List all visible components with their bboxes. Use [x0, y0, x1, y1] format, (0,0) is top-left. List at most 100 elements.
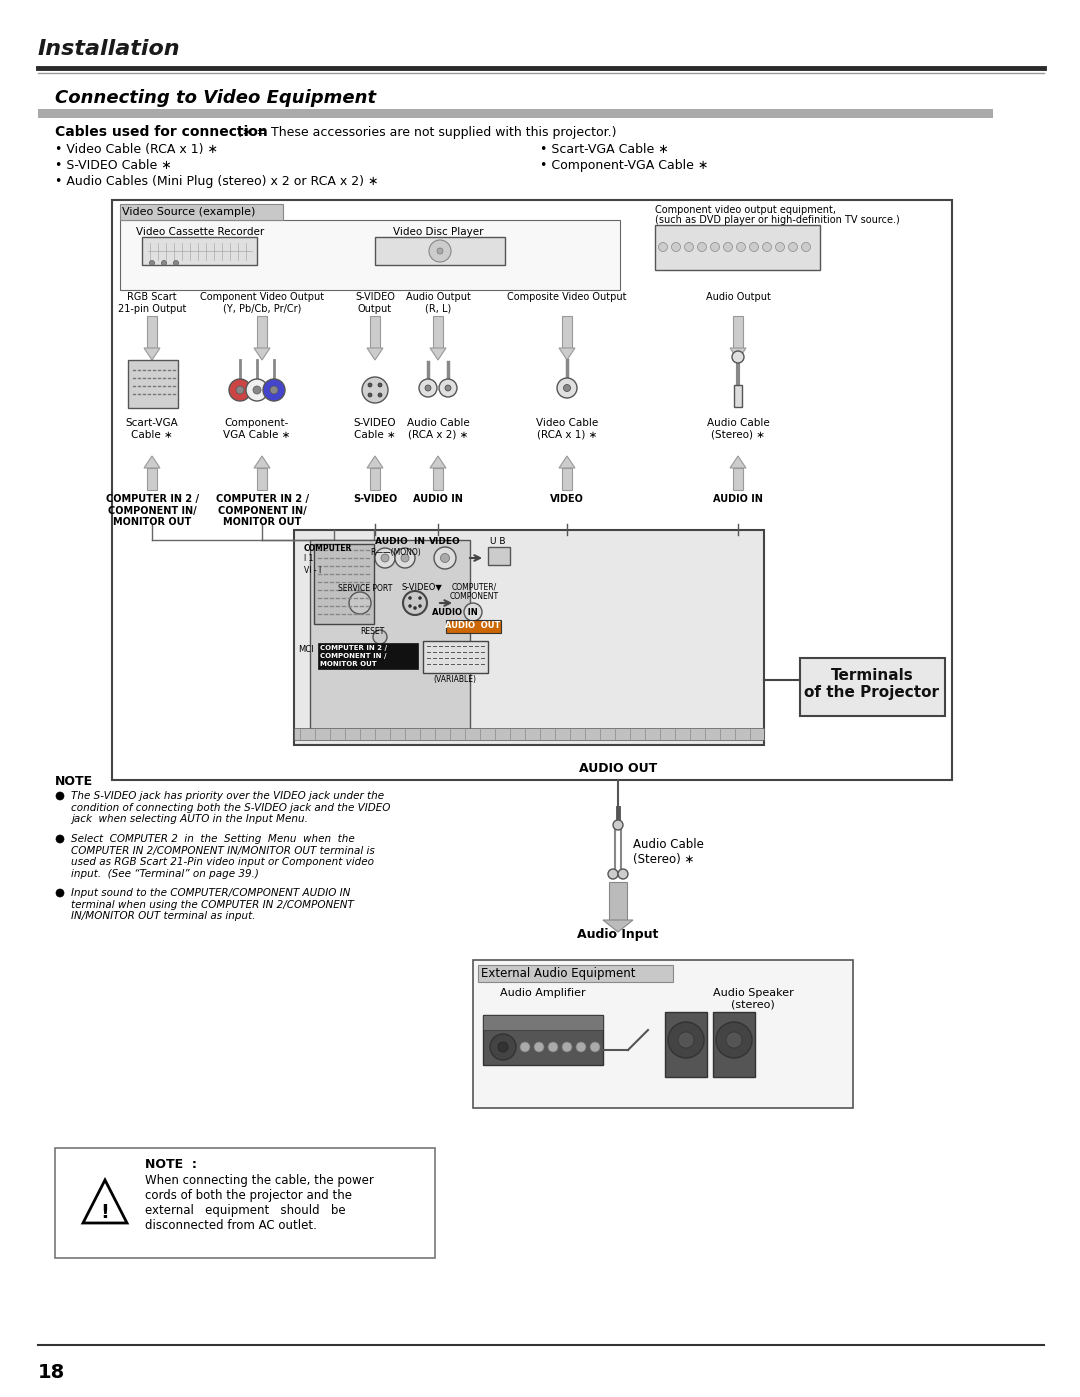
- Text: 18: 18: [38, 1362, 65, 1382]
- Text: S-VIDEO: S-VIDEO: [353, 495, 397, 504]
- Text: Input sound to the COMPUTER/COMPONENT AUDIO IN
terminal when using the COMPUTER : Input sound to the COMPUTER/COMPONENT AU…: [71, 888, 354, 921]
- Text: • Video Cable (RCA x 1) ∗: • Video Cable (RCA x 1) ∗: [55, 142, 218, 156]
- Text: S-VIDEO
Output: S-VIDEO Output: [355, 292, 395, 313]
- Text: COMPUTER IN 2 /
COMPONENT IN/
MONITOR OUT: COMPUTER IN 2 / COMPONENT IN/ MONITOR OU…: [106, 495, 199, 527]
- Text: • Scart-VGA Cable ∗: • Scart-VGA Cable ∗: [540, 142, 669, 156]
- Polygon shape: [730, 455, 746, 468]
- Circle shape: [608, 869, 618, 879]
- Circle shape: [711, 243, 719, 251]
- Circle shape: [750, 243, 758, 251]
- Text: AUDIO  IN: AUDIO IN: [375, 536, 426, 546]
- Circle shape: [464, 604, 482, 622]
- Polygon shape: [430, 348, 446, 360]
- Bar: [294, 529, 764, 745]
- Text: R——(MONO): R——(MONO): [370, 548, 421, 557]
- FancyBboxPatch shape: [120, 204, 283, 219]
- Circle shape: [56, 888, 64, 897]
- Circle shape: [174, 260, 178, 265]
- Text: VIDEO: VIDEO: [429, 536, 461, 546]
- Circle shape: [414, 606, 417, 609]
- Circle shape: [669, 1023, 704, 1058]
- Circle shape: [403, 591, 427, 615]
- Text: Component video output equipment,: Component video output equipment,: [654, 205, 836, 215]
- Circle shape: [270, 386, 278, 394]
- Bar: [483, 1016, 603, 1065]
- Circle shape: [548, 1042, 558, 1052]
- Polygon shape: [254, 455, 270, 468]
- Bar: [609, 882, 627, 921]
- Bar: [446, 620, 501, 633]
- Bar: [488, 548, 510, 564]
- Text: Composite Video Output: Composite Video Output: [508, 292, 626, 302]
- Text: Audio Amplifier: Audio Amplifier: [500, 988, 585, 997]
- Circle shape: [672, 243, 680, 251]
- Text: (∗ = These accessories are not supplied with this projector.): (∗ = These accessories are not supplied …: [237, 126, 617, 138]
- Circle shape: [618, 869, 627, 879]
- Text: I 1: I 1: [303, 555, 313, 563]
- Text: Connecting to Video Equipment: Connecting to Video Equipment: [55, 89, 376, 108]
- Text: • Component-VGA Cable ∗: • Component-VGA Cable ∗: [540, 159, 708, 172]
- Polygon shape: [367, 455, 383, 468]
- Text: Audio Cable
(Stereo) ∗: Audio Cable (Stereo) ∗: [633, 838, 704, 866]
- Text: • S-VIDEO Cable ∗: • S-VIDEO Cable ∗: [55, 159, 172, 172]
- Circle shape: [490, 1034, 516, 1060]
- Text: Component Video Output
(Y, Pb/Cb, Pr/Cr): Component Video Output (Y, Pb/Cb, Pr/Cr): [200, 292, 324, 313]
- Circle shape: [419, 379, 437, 397]
- Text: • Audio Cables (Mini Plug (stereo) x 2 or RCA x 2) ∗: • Audio Cables (Mini Plug (stereo) x 2 o…: [55, 175, 378, 189]
- Text: External Audio Equipment: External Audio Equipment: [481, 968, 635, 981]
- Circle shape: [678, 1032, 694, 1048]
- Circle shape: [373, 630, 387, 644]
- Polygon shape: [144, 348, 160, 360]
- Bar: [800, 658, 945, 717]
- Circle shape: [726, 1032, 742, 1048]
- Bar: [713, 1011, 755, 1077]
- Text: !: !: [100, 1203, 109, 1222]
- Bar: [423, 641, 488, 673]
- Bar: [112, 200, 951, 780]
- Circle shape: [162, 260, 166, 265]
- Bar: [734, 386, 742, 407]
- Text: Video Source (example): Video Source (example): [122, 207, 255, 217]
- Text: Audio Output
(R, L): Audio Output (R, L): [406, 292, 471, 313]
- Text: AUDIO  IN: AUDIO IN: [432, 608, 477, 617]
- Text: SERVICE PORT: SERVICE PORT: [338, 584, 392, 592]
- Bar: [310, 541, 470, 731]
- Circle shape: [362, 377, 388, 402]
- Circle shape: [229, 379, 251, 401]
- Bar: [294, 728, 764, 740]
- Circle shape: [498, 1042, 508, 1052]
- Text: Scart-VGA
Cable ∗: Scart-VGA Cable ∗: [125, 418, 178, 440]
- Text: NOTE  :: NOTE :: [145, 1158, 197, 1171]
- Text: Audio Cable
(RCA x 2) ∗: Audio Cable (RCA x 2) ∗: [407, 418, 470, 440]
- Text: Audio Input: Audio Input: [578, 928, 659, 942]
- Text: COMPUTER IN 2 /
COMPONENT IN/
MONITOR OUT: COMPUTER IN 2 / COMPONENT IN/ MONITOR OU…: [216, 495, 309, 527]
- Bar: [473, 960, 853, 1108]
- Circle shape: [698, 243, 706, 251]
- Bar: [433, 468, 443, 490]
- Text: S-VIDEO▼: S-VIDEO▼: [402, 583, 443, 591]
- Circle shape: [437, 249, 443, 254]
- Polygon shape: [367, 348, 383, 360]
- FancyBboxPatch shape: [478, 965, 673, 982]
- Text: Terminals
of the Projector: Terminals of the Projector: [805, 668, 940, 700]
- Circle shape: [762, 243, 771, 251]
- Bar: [433, 316, 443, 348]
- Bar: [563, 316, 571, 348]
- Circle shape: [419, 605, 421, 608]
- Circle shape: [737, 243, 745, 251]
- Circle shape: [408, 605, 411, 608]
- Bar: [654, 225, 820, 270]
- Polygon shape: [730, 348, 746, 360]
- Bar: [147, 468, 157, 490]
- Text: AUDIO OUT: AUDIO OUT: [579, 761, 657, 775]
- Circle shape: [375, 548, 395, 569]
- Circle shape: [788, 243, 797, 251]
- Polygon shape: [430, 455, 446, 468]
- Bar: [318, 643, 418, 669]
- Circle shape: [685, 243, 693, 251]
- Circle shape: [56, 835, 64, 842]
- Text: Component-
VGA Cable ∗: Component- VGA Cable ∗: [224, 418, 291, 440]
- Circle shape: [438, 379, 457, 397]
- Text: (VARIABLE): (VARIABLE): [433, 675, 476, 685]
- Text: Audio Output: Audio Output: [705, 292, 770, 302]
